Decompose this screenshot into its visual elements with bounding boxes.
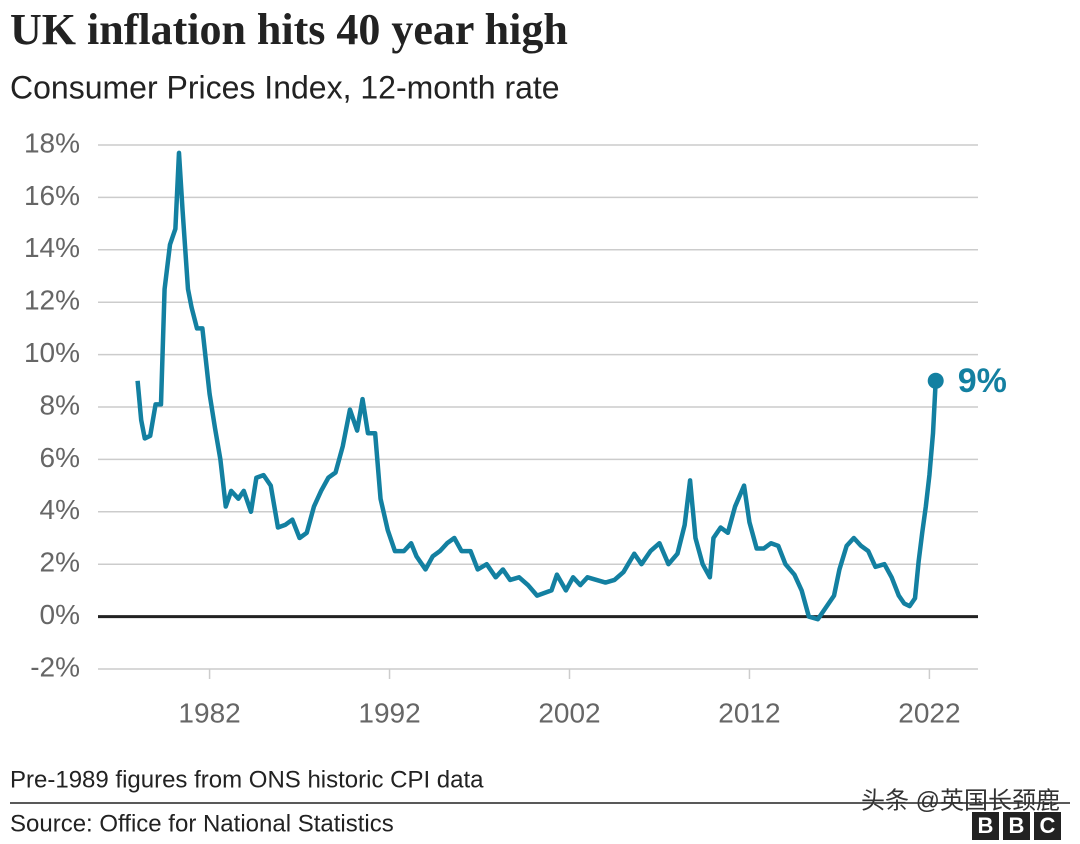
y-tick-label: 0% <box>40 599 80 630</box>
y-tick-label: 10% <box>24 337 80 368</box>
logo-letter: B <box>978 813 994 838</box>
end-point <box>927 372 944 389</box>
watermark: 头条 @英国长颈鹿 <box>861 787 1060 814</box>
y-tick-label: 16% <box>24 180 80 211</box>
logo-letter: B <box>1009 813 1025 838</box>
y-tick-label: 12% <box>24 285 80 316</box>
y-tick-label: 18% <box>24 127 80 158</box>
y-tick-label: 8% <box>40 389 80 420</box>
source: Source: Office for National Statistics <box>10 810 394 837</box>
y-tick-label: 4% <box>40 494 80 525</box>
logo-letter: C <box>1040 813 1056 838</box>
x-tick-label: 2002 <box>538 697 600 728</box>
logo-box <box>972 812 999 840</box>
chart-subtitle: Consumer Prices Index, 12-month rate <box>10 69 560 105</box>
logo-box <box>1003 812 1030 840</box>
y-tick-label: 2% <box>40 547 80 578</box>
logo-box <box>1034 812 1061 840</box>
x-tick-label: 2012 <box>718 697 780 728</box>
note: Pre-1989 figures from ONS historic CPI d… <box>10 766 484 793</box>
chart-title: UK inflation hits 40 year high <box>10 5 568 54</box>
line <box>135 150 938 622</box>
x-tick-label: 1982 <box>178 697 240 728</box>
x-tick-label: 2022 <box>898 697 960 728</box>
end-label: 9% <box>958 362 1007 400</box>
y-tick-label: -2% <box>30 651 80 682</box>
x-tick-label: 1992 <box>358 697 420 728</box>
y-tick-label: 14% <box>24 232 80 263</box>
y-tick-label: 6% <box>40 442 80 473</box>
